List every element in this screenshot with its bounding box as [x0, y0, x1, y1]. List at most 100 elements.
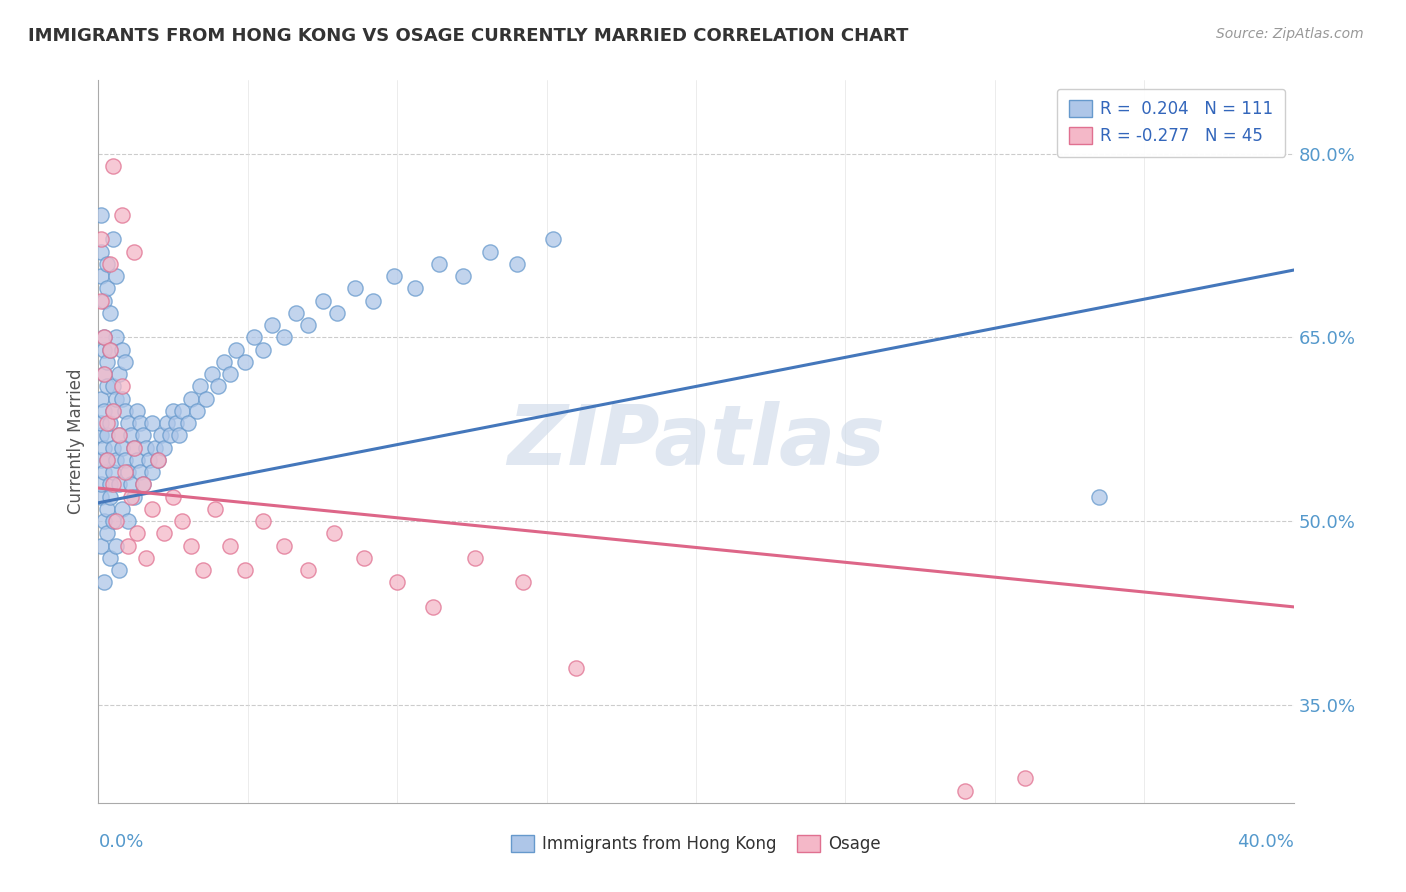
Point — [297, 563, 319, 577]
Point — [108, 367, 131, 381]
Point — [243, 330, 266, 344]
Point — [114, 355, 136, 369]
Point — [108, 428, 131, 442]
Point — [96, 453, 118, 467]
Point — [111, 441, 134, 455]
Point — [103, 441, 125, 455]
Point — [252, 343, 274, 357]
Point — [90, 428, 112, 442]
Point — [90, 416, 112, 430]
Point — [252, 514, 274, 528]
Point — [188, 379, 211, 393]
Point — [103, 404, 125, 418]
Point — [323, 526, 346, 541]
Point — [273, 539, 295, 553]
Point — [172, 514, 194, 528]
Point — [180, 539, 202, 553]
Point — [93, 367, 115, 381]
Point — [478, 244, 501, 259]
Point — [225, 343, 247, 357]
Point — [167, 428, 190, 442]
Point — [90, 392, 112, 406]
Point — [117, 465, 139, 479]
Text: Source: ZipAtlas.com: Source: ZipAtlas.com — [1216, 27, 1364, 41]
Point — [201, 367, 224, 381]
Point — [90, 477, 112, 491]
Point — [105, 330, 128, 344]
Point — [177, 416, 200, 430]
Point — [124, 441, 146, 455]
Point — [90, 232, 112, 246]
Point — [111, 343, 134, 357]
Point — [212, 355, 235, 369]
Point — [90, 293, 112, 308]
Point — [93, 575, 115, 590]
Point — [120, 477, 142, 491]
Point — [156, 416, 179, 430]
Point — [506, 257, 529, 271]
Point — [233, 355, 256, 369]
Point — [117, 416, 139, 430]
Point — [98, 490, 122, 504]
Point — [93, 441, 115, 455]
Point — [98, 343, 122, 357]
Text: 40.0%: 40.0% — [1237, 833, 1294, 852]
Point — [129, 465, 152, 479]
Point — [90, 269, 112, 284]
Point — [90, 244, 112, 259]
Point — [93, 514, 115, 528]
Point — [108, 477, 131, 491]
Point — [132, 477, 155, 491]
Text: ZIPatlas: ZIPatlas — [508, 401, 884, 482]
Point — [90, 453, 112, 467]
Point — [284, 306, 307, 320]
Point — [150, 428, 173, 442]
Point — [98, 550, 122, 565]
Point — [153, 526, 176, 541]
Point — [207, 379, 229, 393]
Point — [135, 550, 157, 565]
Point — [111, 392, 134, 406]
Point — [186, 404, 208, 418]
Point — [204, 502, 226, 516]
Point — [105, 392, 128, 406]
Point — [353, 550, 375, 565]
Text: IMMIGRANTS FROM HONG KONG VS OSAGE CURRENTLY MARRIED CORRELATION CHART: IMMIGRANTS FROM HONG KONG VS OSAGE CURRE… — [28, 27, 908, 45]
Point — [96, 453, 118, 467]
Point — [117, 539, 139, 553]
Point — [159, 428, 181, 442]
Point — [96, 281, 118, 295]
Point — [96, 355, 118, 369]
Point — [124, 244, 146, 259]
Point — [103, 159, 125, 173]
Point — [143, 441, 166, 455]
Point — [90, 208, 112, 222]
Point — [90, 539, 112, 553]
Y-axis label: Currently Married: Currently Married — [67, 368, 86, 515]
Point — [111, 502, 134, 516]
Point — [162, 404, 184, 418]
Point — [129, 416, 152, 430]
Point — [260, 318, 283, 333]
Point — [141, 465, 163, 479]
Point — [565, 661, 588, 675]
Point — [98, 343, 122, 357]
Point — [451, 269, 474, 284]
Point — [464, 550, 486, 565]
Point — [233, 563, 256, 577]
Point — [93, 293, 115, 308]
Point — [138, 453, 160, 467]
Point — [422, 599, 444, 614]
Point — [90, 490, 112, 504]
Point — [135, 441, 157, 455]
Point — [148, 453, 170, 467]
Point — [105, 514, 128, 528]
Point — [103, 404, 125, 418]
Point — [103, 379, 125, 393]
Point — [219, 367, 242, 381]
Point — [114, 404, 136, 418]
Legend: Immigrants from Hong Kong, Osage: Immigrants from Hong Kong, Osage — [505, 828, 887, 860]
Point — [98, 477, 122, 491]
Point — [382, 269, 405, 284]
Point — [96, 257, 118, 271]
